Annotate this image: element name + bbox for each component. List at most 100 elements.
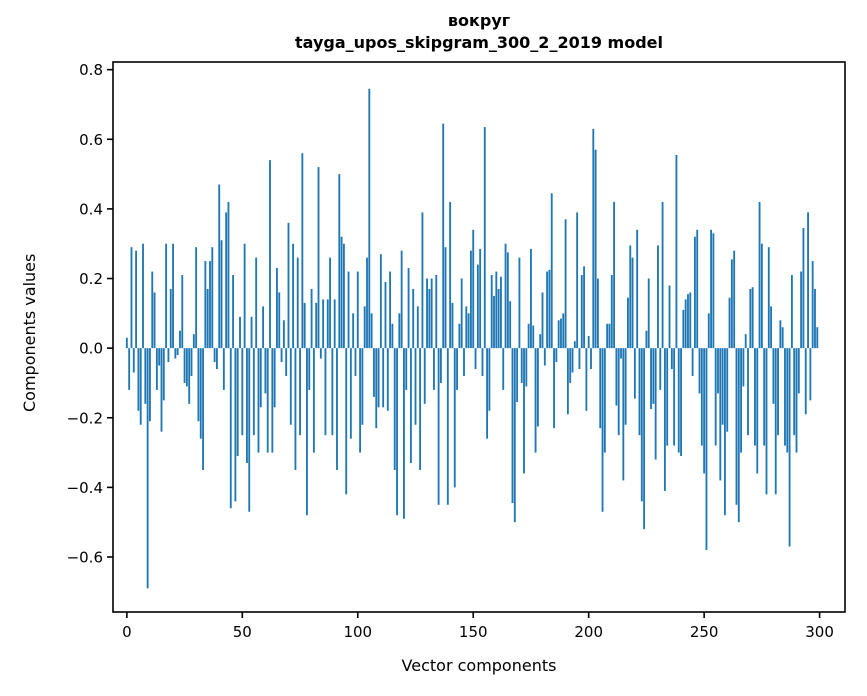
bar xyxy=(645,330,648,349)
bar xyxy=(816,327,819,349)
bar xyxy=(209,261,211,349)
bar xyxy=(784,348,786,446)
bar xyxy=(693,236,696,349)
bar xyxy=(580,275,583,349)
bar xyxy=(354,348,357,376)
bar xyxy=(728,297,731,349)
bar xyxy=(130,247,133,349)
bar xyxy=(435,275,438,349)
bar xyxy=(125,337,128,349)
bar xyxy=(416,306,419,349)
bar xyxy=(296,257,299,349)
bar xyxy=(647,278,650,349)
bar xyxy=(405,348,408,390)
bar xyxy=(167,348,170,363)
x-axis-label: Vector components xyxy=(401,656,557,675)
bar xyxy=(158,348,161,366)
bar xyxy=(382,348,385,408)
bar xyxy=(705,348,708,551)
bar xyxy=(469,250,472,349)
bar xyxy=(811,261,814,349)
bar xyxy=(356,271,359,349)
bar xyxy=(144,348,147,404)
x-tick-label: 0 xyxy=(122,623,132,641)
bar xyxy=(513,348,516,523)
bar xyxy=(493,295,495,349)
bar xyxy=(571,348,574,373)
bar xyxy=(234,348,237,502)
bar xyxy=(566,348,569,415)
bar xyxy=(707,313,710,349)
bar xyxy=(289,348,292,425)
bar xyxy=(132,348,135,373)
bar xyxy=(587,335,590,349)
bar xyxy=(569,348,572,383)
bar xyxy=(814,288,816,349)
bar xyxy=(299,348,301,436)
bar xyxy=(539,334,542,349)
bar xyxy=(312,348,315,453)
bar xyxy=(259,348,262,408)
bar xyxy=(689,292,692,349)
bar xyxy=(250,316,253,349)
bar xyxy=(463,348,465,376)
bar xyxy=(543,348,546,366)
bar xyxy=(227,201,230,349)
bar xyxy=(363,306,366,349)
bar xyxy=(578,348,581,370)
bar xyxy=(500,276,502,349)
bar xyxy=(188,348,191,404)
bar xyxy=(553,348,555,429)
bar xyxy=(742,348,745,387)
bar xyxy=(615,348,618,406)
bar xyxy=(546,271,549,349)
bar xyxy=(809,348,812,401)
bar xyxy=(795,348,798,453)
bar xyxy=(659,348,662,390)
bar xyxy=(169,288,172,349)
x-tick-label: 300 xyxy=(805,623,834,641)
bar xyxy=(456,348,458,390)
bar xyxy=(142,243,144,349)
bar xyxy=(310,288,313,349)
bar xyxy=(199,348,202,439)
bar xyxy=(606,323,609,349)
bar xyxy=(807,212,809,349)
y-tick-label: −0.4 xyxy=(67,479,103,497)
bar xyxy=(527,323,530,349)
bar xyxy=(735,348,738,505)
bar xyxy=(534,348,537,453)
bar xyxy=(273,348,276,408)
bar xyxy=(301,153,304,349)
axes-spines xyxy=(112,61,846,613)
bar xyxy=(479,248,482,349)
bar xyxy=(361,348,364,425)
bar xyxy=(509,301,512,349)
bar xyxy=(379,254,382,349)
bar xyxy=(506,252,509,349)
bar xyxy=(176,348,179,356)
y-tick-label: −0.6 xyxy=(67,549,103,567)
bar xyxy=(804,348,807,415)
bar xyxy=(400,250,403,349)
bar xyxy=(190,348,193,376)
bar xyxy=(610,275,613,349)
x-tick-label: 150 xyxy=(459,623,488,641)
y-tick-label: 0.6 xyxy=(79,131,103,149)
bar xyxy=(239,316,241,349)
bar xyxy=(756,348,759,474)
bar xyxy=(597,278,599,349)
bar xyxy=(248,348,251,512)
bar xyxy=(603,348,606,453)
bar xyxy=(481,348,484,376)
bar xyxy=(280,348,283,363)
bar xyxy=(562,313,565,349)
bar xyxy=(700,348,703,446)
bar xyxy=(211,247,214,349)
bar xyxy=(670,348,673,370)
bar xyxy=(229,348,232,509)
bar xyxy=(675,154,678,349)
bar xyxy=(576,212,579,349)
bar xyxy=(396,348,398,516)
